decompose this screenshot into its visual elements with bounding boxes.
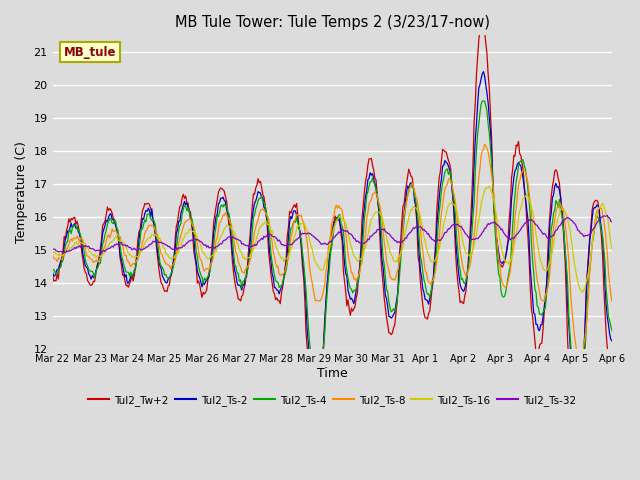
Tul2_Ts-32 xyxy=(608,219,616,225)
Tul2_Ts-16 xyxy=(223,223,230,228)
Tul2_Ts-2 xyxy=(363,188,371,193)
Tul2_Ts-32 xyxy=(363,239,371,244)
Tul2_Ts-8 xyxy=(285,255,292,261)
Tul2_Tw+2 xyxy=(285,224,292,230)
Tul2_Ts-4 xyxy=(49,266,56,272)
Tul2_Ts-16 xyxy=(285,253,292,259)
Tul2_Ts-8 xyxy=(575,356,583,362)
Tul2_Tw+2 xyxy=(608,370,616,376)
Tul2_Ts-4 xyxy=(479,98,486,104)
Tul2_Ts-4 xyxy=(608,328,616,334)
Tul2_Ts-2 xyxy=(461,286,468,291)
Tul2_Ts-32 xyxy=(558,219,566,225)
Line: Tul2_Ts-4: Tul2_Ts-4 xyxy=(52,101,612,396)
Tul2_Ts-4 xyxy=(574,394,582,399)
Legend: Tul2_Tw+2, Tul2_Ts-2, Tul2_Ts-4, Tul2_Ts-8, Tul2_Ts-16, Tul2_Ts-32: Tul2_Tw+2, Tul2_Ts-2, Tul2_Ts-4, Tul2_Ts… xyxy=(84,391,580,410)
Tul2_Ts-8 xyxy=(558,205,566,211)
Tul2_Ts-16 xyxy=(579,289,587,295)
Tul2_Ts-16 xyxy=(608,246,616,252)
X-axis label: Time: Time xyxy=(317,367,348,380)
Tul2_Ts-32 xyxy=(49,247,56,252)
Line: Tul2_Ts-32: Tul2_Ts-32 xyxy=(52,216,612,253)
Line: Tul2_Tw+2: Tul2_Tw+2 xyxy=(52,21,612,429)
Tul2_Tw+2 xyxy=(49,272,56,277)
Tul2_Ts-2 xyxy=(390,312,397,318)
Text: MB_tule: MB_tule xyxy=(64,46,116,59)
Tul2_Ts-4 xyxy=(223,202,230,208)
Tul2_Ts-2 xyxy=(312,392,320,398)
Tul2_Ts-4 xyxy=(460,279,467,285)
Tul2_Ts-32 xyxy=(60,251,67,256)
Tul2_Tw+2 xyxy=(362,179,369,184)
Tul2_Ts-4 xyxy=(285,250,292,255)
Tul2_Ts-2 xyxy=(559,216,567,222)
Tul2_Ts-16 xyxy=(388,254,396,260)
Tul2_Tw+2 xyxy=(460,301,467,307)
Tul2_Ts-4 xyxy=(388,308,396,313)
Line: Tul2_Ts-2: Tul2_Ts-2 xyxy=(52,72,612,395)
Tul2_Ts-32 xyxy=(286,241,294,247)
Tul2_Ts-8 xyxy=(49,252,56,258)
Y-axis label: Temperature (C): Temperature (C) xyxy=(15,142,28,243)
Tul2_Ts-32 xyxy=(390,236,397,242)
Tul2_Ts-8 xyxy=(608,299,616,304)
Tul2_Ts-2 xyxy=(285,235,292,241)
Tul2_Ts-16 xyxy=(49,250,56,255)
Tul2_Ts-8 xyxy=(362,231,369,237)
Tul2_Ts-16 xyxy=(460,243,467,249)
Tul2_Ts-16 xyxy=(362,244,369,250)
Line: Tul2_Ts-16: Tul2_Ts-16 xyxy=(52,186,612,292)
Tul2_Tw+2 xyxy=(479,18,486,24)
Tul2_Ts-2 xyxy=(49,269,56,275)
Tul2_Ts-32 xyxy=(224,235,232,240)
Tul2_Ts-4 xyxy=(558,211,566,216)
Title: MB Tule Tower: Tule Temps 2 (3/23/17-now): MB Tule Tower: Tule Temps 2 (3/23/17-now… xyxy=(175,15,490,30)
Tul2_Ts-8 xyxy=(223,211,230,217)
Tul2_Ts-2 xyxy=(479,69,487,74)
Tul2_Ts-32 xyxy=(461,230,468,236)
Tul2_Ts-16 xyxy=(558,206,566,212)
Tul2_Ts-16 xyxy=(486,183,493,189)
Tul2_Ts-2 xyxy=(223,207,230,213)
Line: Tul2_Ts-8: Tul2_Ts-8 xyxy=(52,144,612,359)
Tul2_Tw+2 xyxy=(558,205,566,211)
Tul2_Ts-8 xyxy=(388,277,396,283)
Tul2_Tw+2 xyxy=(223,198,230,204)
Tul2_Ts-2 xyxy=(608,338,616,344)
Tul2_Ts-4 xyxy=(362,206,369,212)
Tul2_Tw+2 xyxy=(572,426,580,432)
Tul2_Ts-32 xyxy=(604,213,611,218)
Tul2_Ts-8 xyxy=(460,267,467,273)
Tul2_Ts-8 xyxy=(481,142,488,147)
Tul2_Tw+2 xyxy=(388,330,396,336)
